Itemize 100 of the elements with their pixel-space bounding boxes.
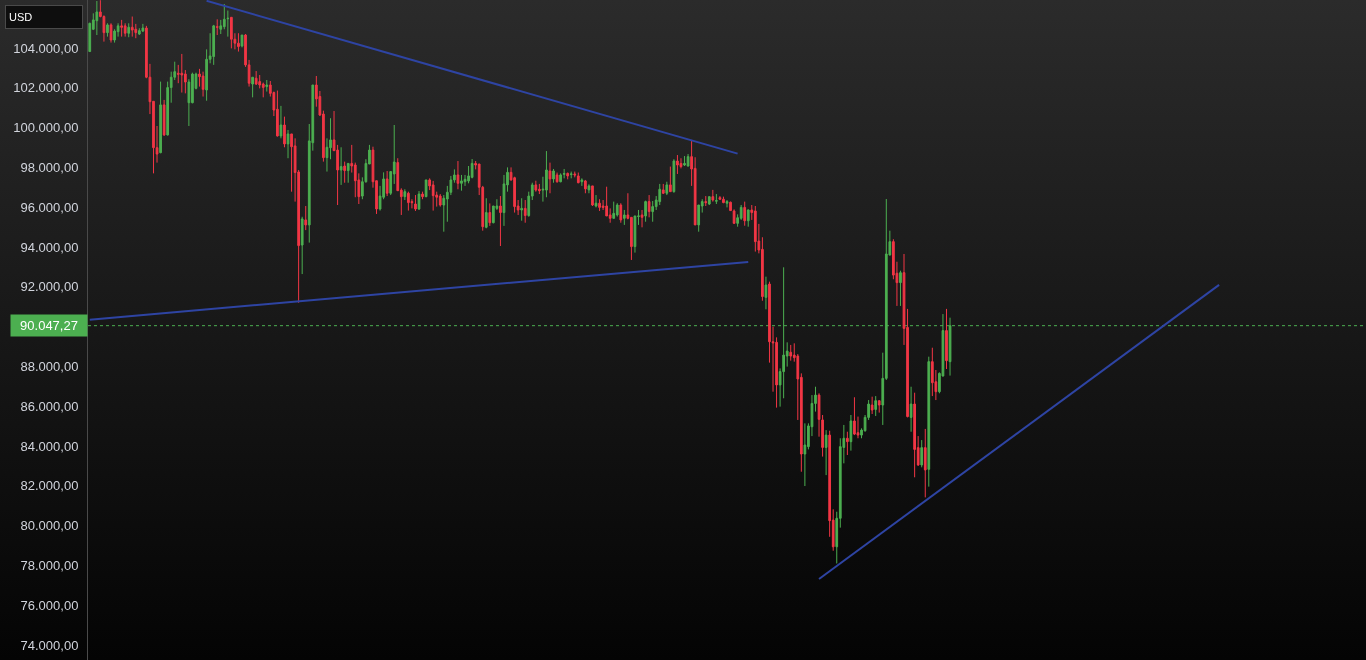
y-tick-label: 98.000,00 <box>20 159 79 175</box>
y-tick-label: 88.000,00 <box>20 358 79 374</box>
candlestick <box>265 79 269 93</box>
candlestick <box>920 439 924 468</box>
candlestick <box>665 181 669 196</box>
candlestick <box>240 34 244 48</box>
candlestick <box>927 356 931 488</box>
candlestick <box>520 197 524 222</box>
candlestick <box>499 195 502 247</box>
candlestick <box>385 170 389 197</box>
candlestick <box>127 22 131 38</box>
candlestick <box>853 396 856 436</box>
candlestick <box>120 19 123 38</box>
candlestick <box>130 16 134 38</box>
candlestick <box>566 172 570 180</box>
candlestick <box>909 386 913 433</box>
candlestick <box>598 198 601 212</box>
candlestick <box>722 196 725 204</box>
candlestick <box>230 16 233 49</box>
candlestick <box>431 180 435 212</box>
candlestick <box>421 191 424 200</box>
candlestick <box>672 158 676 194</box>
candlestick <box>212 24 216 66</box>
candlestick <box>764 276 768 310</box>
candlestick <box>753 205 757 253</box>
candlestick <box>534 180 538 193</box>
candlestick <box>870 396 874 415</box>
candlestick <box>300 216 304 275</box>
candlestick <box>615 202 619 218</box>
y-tick-label: 78.000,00 <box>20 558 79 574</box>
y-tick-label: 104.000,00 <box>13 40 79 56</box>
candlestick <box>686 153 690 168</box>
candlestick <box>251 76 254 98</box>
candlestick <box>339 146 343 186</box>
ref-line-label: 90.047,27 <box>20 318 78 333</box>
candlestick <box>523 199 527 224</box>
candlestick <box>484 197 488 229</box>
candlestick <box>304 205 308 231</box>
candlestick <box>651 200 655 223</box>
candlestick <box>707 196 711 206</box>
candlestick <box>538 183 541 195</box>
candlestick <box>562 168 566 179</box>
candlestick <box>137 27 141 35</box>
candlestick <box>874 395 878 417</box>
candlestick <box>215 18 219 36</box>
candlestick <box>123 22 127 38</box>
candlestick <box>945 308 948 370</box>
candlestick <box>584 179 587 194</box>
candlestick <box>668 166 672 193</box>
candlestick <box>488 202 492 227</box>
candlestick <box>676 154 679 175</box>
candlestick <box>923 428 927 498</box>
candlestick <box>276 90 279 138</box>
candlestick <box>346 162 350 184</box>
candlestick <box>180 53 184 94</box>
candlestick <box>456 160 460 190</box>
candlestick <box>95 0 99 36</box>
y-tick-label: 86.000,00 <box>20 398 79 414</box>
candlestick <box>587 183 591 194</box>
candlestick <box>683 155 686 167</box>
candlestick <box>279 105 283 139</box>
candlestick <box>555 172 559 184</box>
candlestick <box>283 116 286 148</box>
y-tick-label: 100.000,00 <box>13 120 79 136</box>
candlestick <box>417 190 421 211</box>
candlestick <box>343 161 347 184</box>
candlestick <box>846 431 849 456</box>
y-tick-label: 92.000,00 <box>20 279 79 295</box>
y-tick-label: 74.000,00 <box>20 637 79 653</box>
candlestick <box>286 129 290 159</box>
y-tick-label: 94.000,00 <box>20 239 79 255</box>
candlestick <box>159 81 162 154</box>
candlestick <box>569 171 573 179</box>
candlestick <box>711 189 715 203</box>
candlestick <box>746 208 750 228</box>
candlestick <box>552 168 555 184</box>
candlestick <box>622 209 626 226</box>
candlestick <box>647 194 651 218</box>
candlestick <box>899 270 902 307</box>
candlestick <box>877 400 881 414</box>
candlestick <box>559 172 562 183</box>
candlestick <box>424 179 428 198</box>
candlestick <box>913 392 916 478</box>
y-tick-label: 96.000,00 <box>20 199 79 215</box>
candlestick <box>619 202 623 224</box>
candlestick <box>414 194 417 212</box>
candlestick <box>237 32 240 53</box>
y-tick-label: 80.000,00 <box>20 518 79 534</box>
candlestick <box>849 414 853 452</box>
candlestick <box>548 162 552 194</box>
candlestick <box>403 188 407 201</box>
candlestick <box>715 193 718 205</box>
candlestick <box>725 199 729 208</box>
candlestick <box>580 177 584 187</box>
candlestick <box>718 195 722 201</box>
text: USD <box>9 11 33 23</box>
candlestick <box>470 158 474 179</box>
candlestick <box>789 344 793 362</box>
candlestick <box>254 70 258 86</box>
candlestick <box>576 172 580 184</box>
